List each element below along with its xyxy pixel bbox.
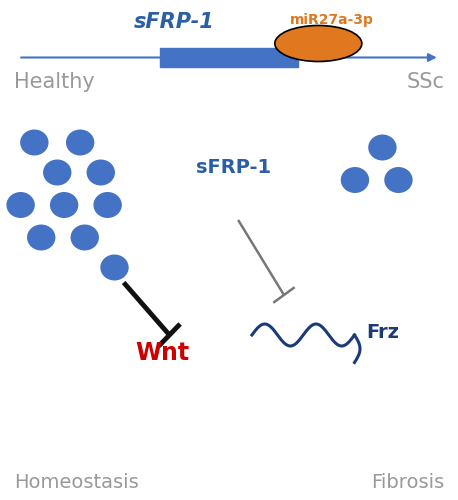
Text: miR27a-3p: miR27a-3p: [290, 13, 374, 27]
Ellipse shape: [87, 160, 115, 186]
Ellipse shape: [368, 134, 397, 160]
Ellipse shape: [93, 192, 122, 218]
Text: Fibrosis: Fibrosis: [371, 473, 444, 492]
Ellipse shape: [66, 130, 94, 156]
Text: SSc: SSc: [406, 72, 444, 92]
Ellipse shape: [100, 254, 129, 280]
Text: Healthy: Healthy: [14, 72, 94, 92]
Ellipse shape: [50, 192, 78, 218]
Ellipse shape: [71, 224, 99, 250]
Ellipse shape: [27, 224, 55, 250]
Text: sFRP-1: sFRP-1: [196, 158, 271, 177]
Ellipse shape: [43, 160, 71, 186]
Text: Homeostasis: Homeostasis: [14, 473, 138, 492]
Ellipse shape: [6, 192, 35, 218]
Ellipse shape: [384, 167, 413, 193]
Ellipse shape: [275, 26, 362, 62]
Ellipse shape: [20, 130, 49, 156]
Bar: [160, 48, 298, 67]
Text: Frz: Frz: [366, 323, 399, 342]
Text: Wnt: Wnt: [136, 340, 190, 364]
Ellipse shape: [341, 167, 369, 193]
Text: sFRP-1: sFRP-1: [134, 12, 214, 32]
